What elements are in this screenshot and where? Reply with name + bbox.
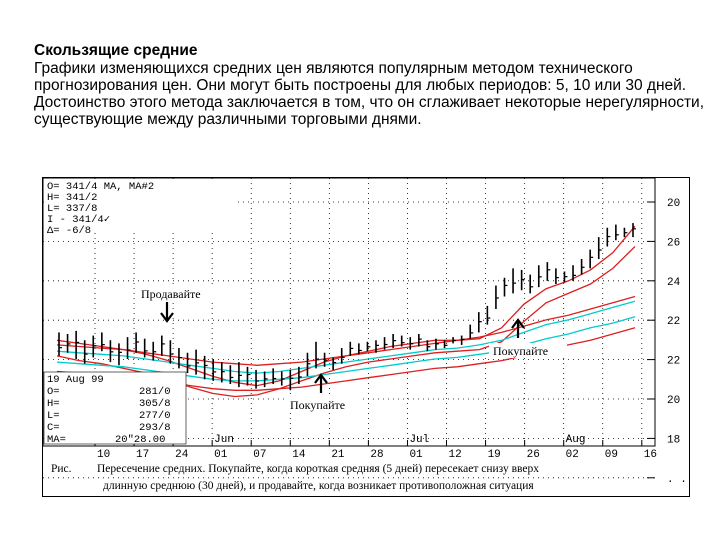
readout-top-line: H= 341/2 xyxy=(47,192,97,204)
readout-top-line: L= 337/8 xyxy=(47,203,97,215)
buy-arrow-left-icon xyxy=(314,373,328,393)
caption-label: Рис. xyxy=(51,463,72,475)
buy-right-label: Покупайте xyxy=(493,344,548,358)
readout-key: C= xyxy=(47,422,60,434)
month-label: Aug xyxy=(566,434,586,446)
heading-block: Скользящие средние Графики изменяющихся … xyxy=(34,42,714,128)
x-tick-label: 28 xyxy=(370,449,383,461)
moving-average-line xyxy=(56,316,636,382)
x-tick-label: 01 xyxy=(214,449,228,461)
readout-top-line: Δ= -6/8 xyxy=(47,225,91,237)
x-tick-label: 12 xyxy=(449,449,462,461)
x-tick-label: 17 xyxy=(136,449,149,461)
x-tick-label: 10 xyxy=(97,449,110,461)
grid xyxy=(43,178,655,479)
buy-arrow-right-icon xyxy=(511,318,525,338)
page-title: Скользящие средние xyxy=(34,42,198,59)
x-tick-label: 16 xyxy=(644,449,657,461)
readout-value: 293/8 xyxy=(139,422,171,434)
readout-key: MA= xyxy=(47,434,66,446)
x-tick-label: 14 xyxy=(292,449,306,461)
x-tick-label: 24 xyxy=(175,449,189,461)
caption-line: Пересечение средних. Покупайте, когда ко… xyxy=(97,463,539,475)
readout-key: L= xyxy=(47,410,60,422)
x-axis: 10 17 24 01 07 14 21 28 01 12 19 26 02 09 16 Jun Jul Aug xyxy=(94,434,657,461)
readout-bottom-bg xyxy=(43,371,187,445)
y-axis: 20 26 24 22 22 20 18 . . xyxy=(647,198,687,486)
buy-left-label: Покупайте xyxy=(290,398,345,412)
buy-left-label-bg xyxy=(287,397,363,412)
month-label: Jul xyxy=(409,434,429,446)
x-tick-label: 07 xyxy=(253,449,266,461)
readout-value: 281/0 xyxy=(139,386,171,398)
readout-top-line: I - 341/4✓ xyxy=(47,214,110,226)
x-tick-label: 01 xyxy=(409,449,423,461)
sell-label: Продавайте xyxy=(141,287,201,301)
y-tick-label: . . xyxy=(667,474,687,486)
x-tick-label: 21 xyxy=(331,449,345,461)
y-tick-label: 24 xyxy=(667,277,681,289)
month-label: Jun xyxy=(214,434,234,446)
readout-top-line: O= 341/4 MA, MA#2 xyxy=(47,181,154,193)
y-tick-label: 26 xyxy=(667,237,680,249)
intro-paragraph: Графики изменяющихся средних цен являютс… xyxy=(34,60,705,128)
x-tick-label: 19 xyxy=(488,449,501,461)
readout-date: 19 Aug 99 xyxy=(47,374,104,386)
sell-label-bg xyxy=(137,286,223,301)
x-tick-label: 26 xyxy=(527,449,540,461)
price-bars xyxy=(58,223,636,391)
chart-figure: 20 26 24 22 22 20 18 . . 10 17 24 01 07 14 21 28 01 12 19… xyxy=(42,177,690,497)
x-tick-label: 09 xyxy=(605,449,618,461)
readout-top-bg xyxy=(44,179,234,233)
readout-top: O= 341/4 MA, MA#2 H= 341/2 L= 337/8 I - … xyxy=(47,181,154,237)
x-tick-label: 02 xyxy=(566,449,579,461)
sell-arrow-icon xyxy=(160,302,174,323)
readout-value: 20"28.00 xyxy=(115,434,165,446)
y-tick-label: 20 xyxy=(667,395,680,407)
caption-line: длинную среднюю (30 дней), и продавайте,… xyxy=(103,480,534,492)
readout-value: 305/8 xyxy=(139,398,171,410)
readout-key: O= xyxy=(47,386,60,398)
chart-svg: 20 26 24 22 22 20 18 . . 10 17 24 01 07 14 21 28 01 12 19… xyxy=(42,177,687,492)
buy-right-label-bg xyxy=(489,343,567,358)
readout-bottom: 19 Aug 99 O= 281/0 H= 305/8 L= 277/0 C= … xyxy=(47,374,171,446)
readout-key: H= xyxy=(47,398,60,410)
y-tick-label: 18 xyxy=(667,434,680,446)
y-tick-label: 22 xyxy=(667,316,680,328)
readout-value: 277/0 xyxy=(139,410,171,422)
y-tick-label: 20 xyxy=(667,198,680,210)
y-tick-label: 22 xyxy=(667,356,680,368)
